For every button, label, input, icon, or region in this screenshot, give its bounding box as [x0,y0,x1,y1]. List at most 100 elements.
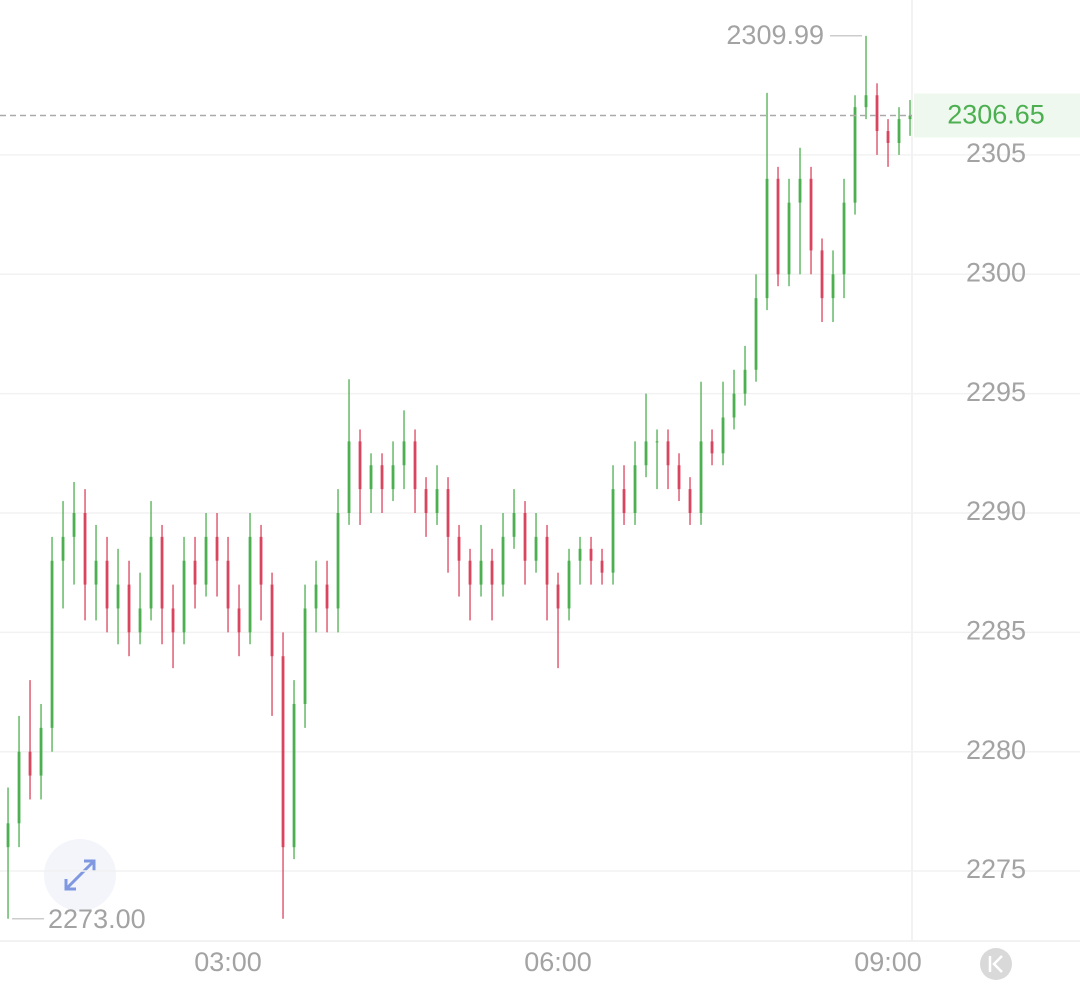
candle-body [842,202,846,275]
candle-body [72,512,76,537]
candle-body [248,536,252,633]
candle-body [336,512,340,609]
candle-body [864,95,868,108]
candle-body [798,178,802,203]
candle-body [127,584,131,633]
candle-body [369,465,373,490]
y-tick-label: 2295 [966,377,1026,407]
candle-body [567,560,571,609]
candle-body [237,608,241,633]
candle-body [831,274,835,299]
candle-body [6,823,10,848]
candle-body [655,441,659,443]
candle-body [303,608,307,704]
candle-body [820,250,824,299]
candle-body [347,441,351,513]
x-tick-label: 03:00 [194,947,262,977]
candle-body [259,536,263,585]
y-tick-label: 2275 [966,854,1026,884]
candle-body [677,465,681,490]
candle-body [138,608,142,633]
candle-body [611,489,615,573]
candle-body [17,751,21,824]
y-tick-label: 2305 [966,138,1026,168]
candle-body [545,536,549,585]
candle-body [28,751,32,776]
candle-body [765,178,769,299]
candle-body [699,441,703,513]
candle-body [424,489,428,513]
candle-body [501,536,505,585]
candle-body [787,202,791,275]
y-tick-label: 2290 [966,496,1026,526]
y-tick-label: 2300 [966,257,1026,287]
candle-body [490,560,494,585]
candle-body [908,115,912,120]
candle-body [292,703,296,848]
last-price-label: 2306.65 [947,100,1045,130]
candle-body [193,560,197,585]
candle-body [380,465,384,490]
min-label: 2273.00 [48,904,146,934]
x-tick-label: 09:00 [854,947,922,977]
candle-body [776,178,780,275]
y-tick-label: 2285 [966,615,1026,645]
candle-body [61,536,65,561]
candle-body [446,489,450,537]
candle-body [688,489,692,513]
candle-body [281,656,285,848]
max-label: 2309.99 [726,20,824,50]
scroll-end-button[interactable] [980,948,1012,980]
grid [0,154,1080,872]
candle-body [875,95,879,132]
candle-body [578,548,582,561]
candle-body [182,560,186,633]
candle-body [171,608,175,633]
expand-button[interactable] [44,839,116,911]
candle-body [270,584,274,657]
candle-body [622,489,626,513]
candle-body [556,584,560,609]
candle-body [710,441,714,454]
candle-body [853,107,857,203]
candle-body [743,369,747,394]
candle-body [457,536,461,561]
y-tick-label: 2280 [966,735,1026,765]
candle-body [39,727,43,776]
candle-body [435,489,439,513]
candle-body [325,584,329,609]
candle-body [94,560,98,585]
candle-body [721,417,725,454]
candle-body [809,178,813,251]
scroll-end-bg [980,948,1012,980]
candle-body [886,131,890,143]
expand-icon [64,859,96,891]
candle-body [468,560,472,585]
candle-body [204,536,208,585]
x-tick-label: 06:00 [524,947,592,977]
candle-body [523,512,527,561]
candle-body [226,560,230,609]
candle-body [215,536,219,561]
candle-body [512,512,516,537]
candle-body [534,536,538,561]
scroll-end-icon [988,955,1003,973]
candle-body [402,441,406,466]
candle-body [314,584,318,609]
candle-body [479,560,483,585]
candle-body [358,441,362,490]
candle-body [391,465,395,490]
candle-body [732,393,736,418]
last-price-box [914,93,1080,138]
candle-body [413,441,417,490]
candle-body [666,441,670,466]
candle-body [600,560,604,573]
candle-body [149,536,153,609]
candle-body [644,441,648,466]
candle-body [589,548,593,561]
candle-body [50,560,54,728]
candle-body [105,560,109,609]
candle-body [897,119,901,143]
candle-body [83,512,87,585]
